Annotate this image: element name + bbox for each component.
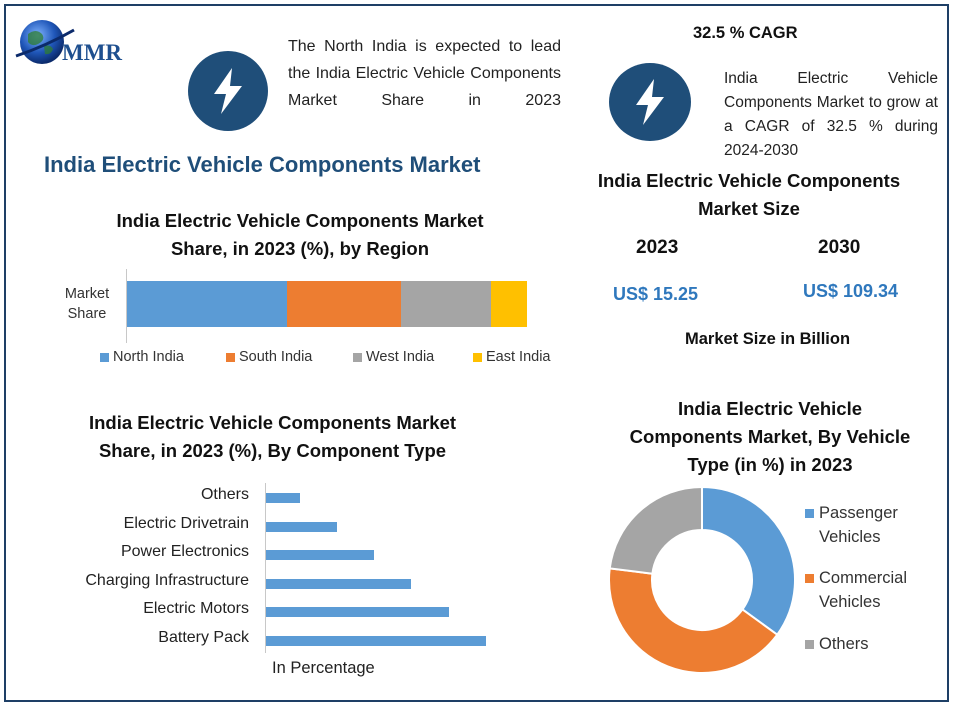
component-axis-line: [265, 483, 266, 653]
region-bar-segment-south-india: [287, 281, 401, 327]
component-bar-electric-drivetrain: [266, 521, 337, 532]
region-legend-item: East India: [473, 349, 551, 365]
market-size-title: India Electric Vehicle Components Market…: [597, 170, 901, 219]
region-category-label: Market Share: [64, 286, 110, 322]
vehicle-donut-chart: [608, 485, 796, 674]
lightning-icon: [188, 51, 268, 131]
year-2030: 2030: [818, 237, 861, 258]
component-x-label: In Percentage: [272, 659, 375, 677]
component-chart-title: India Electric Vehicle Components Market…: [88, 412, 457, 461]
region-legend-label: West India: [366, 349, 435, 365]
globe-logo-icon: [15, 20, 75, 64]
component-bar-others: [266, 493, 300, 503]
region-axis-line: [126, 269, 127, 343]
component-category-label: Electric Motors: [143, 600, 249, 617]
region-legend-label: South India: [239, 349, 313, 365]
north-india-note: The North India is expected to lead the …: [288, 38, 561, 109]
vehicle-legend-label: Others: [819, 635, 869, 653]
region-legend-item: North India: [100, 349, 184, 365]
legend-swatch: [805, 509, 814, 518]
region-legend-label: North India: [113, 349, 184, 365]
component-category-label: Battery Pack: [158, 628, 249, 646]
region-bar-segment-west-india: [401, 281, 491, 327]
value-2023: US$ 15.25: [613, 284, 699, 304]
component-category-label: Others: [200, 486, 249, 503]
region-bar-segment-east-india: [491, 281, 527, 327]
region-legend-item: West India: [353, 349, 434, 365]
legend-swatch: [805, 640, 814, 649]
region-stacked-bar: [127, 281, 607, 327]
donut-slice-commercial-vehicles: [608, 567, 779, 674]
legend-swatch: [226, 352, 235, 362]
vehicle-legend-label: Commercial Vehicles: [819, 569, 908, 611]
lightning-icon: [609, 63, 691, 141]
region-legend-label: East India: [486, 349, 551, 365]
region-bar-segment-north-india: [127, 281, 287, 327]
legend-swatch: [473, 352, 482, 362]
infographic-frame: [4, 4, 949, 702]
value-2030: US$ 109.34: [803, 281, 899, 301]
component-bar-battery-pack: [266, 635, 486, 646]
logo-text: MMR: [62, 40, 123, 65]
legend-swatch: [353, 352, 362, 362]
cagr-title: 32.5 % CAGR: [693, 24, 798, 42]
vehicle-legend-label: Passenger Vehicles: [819, 504, 898, 546]
component-bar-charging-infrastructure: [266, 578, 412, 589]
region-legend-item: South India: [226, 349, 312, 365]
donut-slice-others: [608, 485, 703, 575]
cagr-note: India Electric Vehicle Components Market…: [724, 70, 938, 159]
year-2023: 2023: [636, 237, 679, 258]
legend-swatch: [805, 574, 814, 583]
legend-swatch: [100, 352, 109, 362]
component-category-label: Power Electronics: [120, 543, 249, 560]
donut-slice-passenger-vehicles: [701, 485, 796, 637]
component-category-label: Charging Infrastructure: [85, 571, 249, 589]
component-bar-electric-motors: [266, 607, 449, 617]
page-title: India Electric Vehicle Components Market: [44, 152, 481, 177]
component-category-label: Electric Drivetrain: [123, 514, 249, 532]
region-chart-title: India Electric Vehicle Components Market…: [116, 210, 484, 259]
component-bar-power-electronics: [266, 550, 375, 560]
vehicle-chart-title: India Electric Vehicle Components Market…: [629, 398, 911, 475]
market-size-unit: Market Size in Billion: [685, 330, 851, 348]
